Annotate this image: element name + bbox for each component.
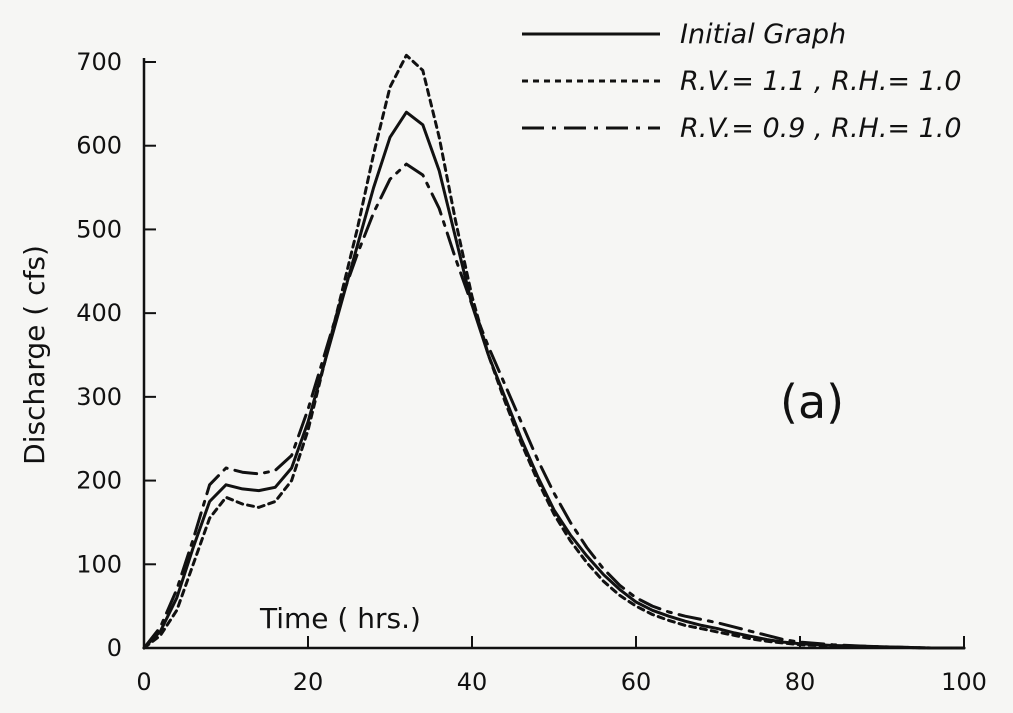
axes: 0 20 40 60 80 100 0 100 200 300 400 500 600 700	[76, 48, 987, 696]
legend: Initial Graph R.V.= 1.1 , R.H.= 1.0 R.V.= …	[522, 19, 962, 144]
x-axis-title: Time ( hrs.)	[259, 602, 421, 635]
panel-label: (a)	[780, 375, 844, 429]
x-tick-label: 20	[293, 668, 324, 696]
y-tick-label: 600	[76, 132, 122, 160]
y-tick-label: 0	[107, 634, 122, 662]
series-line-2	[142, 53, 966, 650]
y-tick-label: 700	[76, 48, 122, 76]
legend-label-3: R.V.= 0.9 , R.H.= 1.0	[680, 113, 962, 144]
y-tick-label: 300	[76, 383, 122, 411]
series-layer	[142, 53, 966, 650]
series-line-3	[142, 162, 966, 650]
x-tick-label: 60	[621, 668, 652, 696]
y-tick-label: 200	[76, 467, 122, 495]
x-tick-label: 80	[785, 668, 816, 696]
y-tick-label: 400	[76, 299, 122, 327]
series-line-1	[142, 110, 966, 650]
y-tick-label: 100	[76, 550, 122, 578]
x-tick-label: 0	[136, 668, 151, 696]
y-axis-title: Discharge ( cfs)	[18, 245, 51, 465]
legend-label-2: R.V.= 1.1 , R.H.= 1.0	[680, 66, 962, 97]
y-tick-label: 500	[76, 215, 122, 243]
x-tick-label: 100	[941, 668, 987, 696]
x-tick-label: 40	[457, 668, 488, 696]
legend-label-1: Initial Graph	[680, 19, 846, 50]
